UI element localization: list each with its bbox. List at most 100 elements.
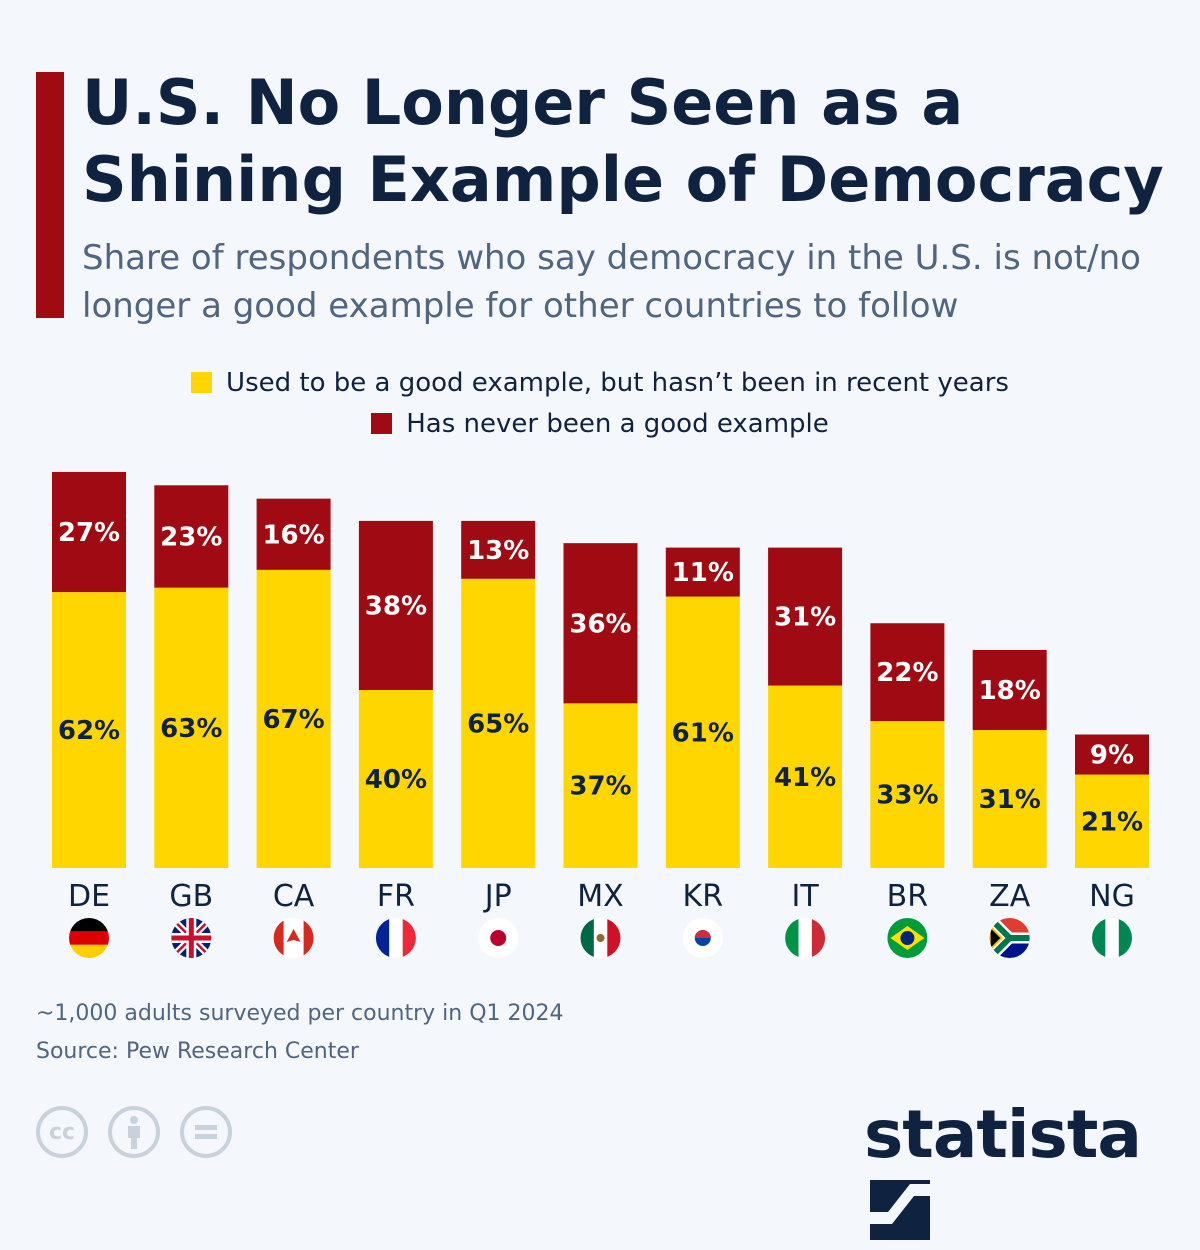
united-kingdom-flag-icon: [171, 918, 212, 958]
flag-stripe: [69, 918, 109, 932]
legend-item-never: Has never been a good example: [0, 403, 1200, 444]
flag-triangle: [989, 923, 1004, 953]
canada-flag-icon: [273, 918, 314, 958]
data-label-never: 27%: [58, 518, 120, 548]
data-label-used-to-be: 41%: [774, 763, 836, 793]
bar-used-to-be-KR: [665, 596, 740, 868]
data-label-never: 9%: [1090, 741, 1134, 771]
flag-stripe: [1118, 918, 1132, 958]
japan-flag-icon: [478, 918, 519, 958]
flag-stripe: [69, 931, 109, 945]
data-label-used-to-be: 33%: [876, 781, 938, 811]
brand-text: statista: [864, 1096, 1142, 1173]
data-label-never: 38%: [365, 591, 427, 621]
data-label-never: 16%: [262, 520, 324, 550]
tick-label-NG: NG: [1089, 879, 1135, 914]
attribution-icon: [108, 1106, 160, 1158]
data-label-never: 18%: [979, 676, 1041, 706]
legend-item-used-to-be: Used to be a good example, but hasn’t be…: [0, 362, 1200, 403]
flag-y: [989, 918, 1030, 958]
data-label-used-to-be: 21%: [1081, 807, 1143, 837]
italy-flag-icon: [785, 918, 826, 958]
data-label-never: 36%: [569, 609, 631, 639]
cc-icon: cc: [36, 1106, 88, 1158]
bar-used-to-be-DE: [52, 592, 126, 868]
statista-logo: statista: [864, 1096, 1200, 1250]
legend: Used to be a good example, but hasn’t be…: [0, 362, 1200, 444]
flag-stripe: [389, 918, 403, 958]
bar-never-CA: [256, 498, 331, 570]
bar-never-IT: [768, 547, 843, 686]
survey-note: ~1,000 adults surveyed per country in Q1…: [36, 1001, 564, 1026]
flag-stripe: [402, 918, 416, 958]
data-label-never: 22%: [876, 658, 938, 688]
bar-used-to-be-GB: [154, 587, 229, 868]
bar-never-ZA: [972, 649, 1047, 731]
data-label-used-to-be: 67%: [262, 705, 324, 735]
data-label-used-to-be: 65%: [467, 709, 529, 739]
flag-stripe: [811, 918, 826, 958]
bar-never-NG: [1075, 734, 1149, 775]
statista-logo-icon: [870, 1180, 930, 1240]
tick-label-ZA: ZA: [989, 879, 1031, 914]
nigeria-flag-icon: [1092, 918, 1132, 958]
tick-label-DE: DE: [68, 879, 110, 914]
mexico-flag-icon: [580, 918, 621, 958]
flag-leaf: [286, 929, 301, 942]
tick-label-GB: GB: [169, 879, 213, 914]
tick-label-FR: FR: [377, 879, 415, 914]
flag-taeguk: [694, 930, 711, 938]
data-label-used-to-be: 37%: [569, 772, 631, 802]
tick-label-CA: CA: [273, 879, 315, 914]
flag-cross: [171, 918, 212, 958]
legend-swatch-red: [371, 413, 393, 434]
stacked-bar-chart: 62% 27% DE 63% 23% GB 67% 16% CA 40% 38% FR 65% 13% JP…: [52, 471, 1149, 958]
data-label-used-to-be: 31%: [979, 785, 1041, 815]
france-flag-icon: [375, 918, 416, 958]
data-label-used-to-be: 62%: [58, 716, 120, 746]
brazil-flag-icon: [887, 918, 928, 958]
flag-stripe: [1092, 918, 1106, 958]
bar-never-FR: [358, 520, 433, 690]
flag-sun: [490, 930, 507, 946]
flag-stripe: [798, 918, 812, 958]
bar-used-to-be-FR: [358, 690, 433, 868]
tick-label-JP: JP: [483, 879, 512, 914]
bar-used-to-be-ZA: [972, 730, 1047, 868]
bar-never-DE: [52, 471, 126, 593]
legend-label: Has never been a good example: [406, 408, 829, 439]
chart-title: U.S. No Longer Seen as a Shining Example…: [82, 66, 1164, 216]
data-label-used-to-be: 40%: [365, 765, 427, 795]
bar-used-to-be-JP: [461, 578, 536, 868]
flag-emblem: [596, 934, 605, 942]
bar-never-MX: [563, 543, 638, 704]
data-label-used-to-be: 61%: [672, 718, 734, 748]
flag-stripe: [580, 918, 594, 958]
flag-globe: [900, 931, 915, 945]
flag-stripe: [375, 918, 390, 958]
germany-flag-icon: [69, 918, 109, 958]
legend-swatch-yellow: [191, 372, 213, 393]
bar-used-to-be-NG: [1075, 774, 1149, 868]
data-label-never: 31%: [774, 603, 836, 633]
bar-used-to-be-CA: [256, 569, 331, 868]
flag-stripe: [1105, 918, 1119, 958]
tick-label-KR: KR: [683, 879, 724, 914]
bar-used-to-be-BR: [870, 721, 945, 868]
flag-stripe: [607, 918, 621, 958]
bar-never-BR: [870, 623, 945, 722]
tick-label-BR: BR: [887, 879, 928, 914]
south-africa-flag-icon: [989, 918, 1030, 958]
tick-label-MX: MX: [577, 879, 623, 914]
flag-stripe: [785, 918, 799, 958]
data-label-never: 13%: [467, 536, 529, 566]
flag-stripe: [303, 918, 314, 958]
title-accent-bar: [36, 72, 64, 318]
bar-never-KR: [665, 547, 740, 597]
data-label-never: 11%: [672, 558, 734, 588]
flag-stripe: [69, 944, 109, 958]
tick-label-IT: IT: [792, 879, 820, 914]
south-korea-flag-icon: [682, 918, 723, 958]
data-label-used-to-be: 63%: [160, 714, 222, 744]
chart-subtitle: Share of respondents who say democracy i…: [82, 238, 1141, 326]
